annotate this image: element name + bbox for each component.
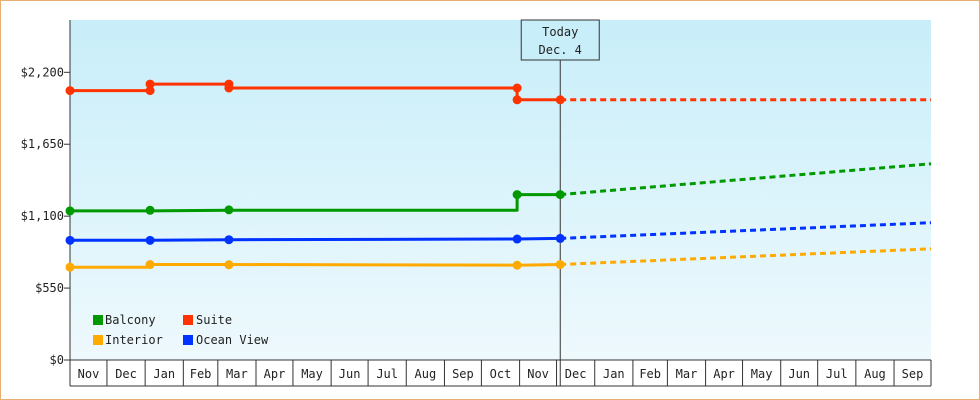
x-tick-label: Sep <box>452 367 474 381</box>
x-tick-label: Jul <box>376 367 398 381</box>
data-point-interior <box>65 262 75 272</box>
series-forecast-interior <box>560 247 932 266</box>
data-point-ocean-view <box>555 233 565 243</box>
x-tick-label: Apr <box>713 367 735 381</box>
data-point-suite <box>512 83 522 93</box>
legend-label-ocean-view: Ocean View <box>196 333 269 347</box>
series-forecast-ocean-view <box>560 221 932 240</box>
data-point-interior <box>224 260 234 270</box>
x-tick-label: Sep <box>902 367 924 381</box>
data-point-suite <box>512 95 522 105</box>
data-point-suite <box>145 86 155 96</box>
x-tick-label: Jun <box>788 367 810 381</box>
data-point-ocean-view <box>145 235 155 245</box>
legend: Balcony Suite Interior Ocean View <box>93 313 269 347</box>
y-tick-label: $1,650 <box>21 137 64 151</box>
data-point-balcony <box>555 190 565 200</box>
today-marker: Today Dec. 4 <box>520 19 600 386</box>
y-tick-label: $0 <box>50 353 64 367</box>
x-tick-label: Jul <box>826 367 848 381</box>
legend-label-interior: Interior <box>105 333 163 347</box>
x-tick-label: Apr <box>264 367 286 381</box>
today-title: Today <box>542 25 578 39</box>
data-point-balcony <box>145 205 155 215</box>
x-tick-label: Dec <box>115 367 137 381</box>
plot-background <box>70 20 931 360</box>
today-annotation-box <box>520 19 600 61</box>
x-tick-label: Mar <box>226 367 248 381</box>
x-tick-label: Jun <box>339 367 361 381</box>
today-date-label: Dec. 4 <box>539 43 582 57</box>
data-point-balcony <box>512 190 522 200</box>
data-point-balcony <box>65 206 75 216</box>
x-tick-label: Mar <box>676 367 698 381</box>
y-tick-label: $2,200 <box>21 65 64 79</box>
x-tick-label: Jan <box>153 367 175 381</box>
legend-swatch-balcony <box>93 315 103 325</box>
data-point-suite <box>555 95 565 105</box>
x-tick-label: Aug <box>864 367 886 381</box>
y-tick-label: $1,100 <box>21 209 64 223</box>
series-forecast-balcony <box>560 162 932 197</box>
data-point-suite <box>65 86 75 96</box>
legend-swatch-ocean-view <box>183 335 193 345</box>
y-tick-label: $550 <box>35 281 64 295</box>
x-tick-label: Oct <box>490 367 512 381</box>
legend-label-suite: Suite <box>196 313 232 327</box>
y-axis: $0 $550 $1,100 $1,650 $2,200 <box>21 20 71 386</box>
data-point-suite <box>224 83 234 93</box>
x-axis: Nov Dec Jan Feb Mar Apr May Jun Jul Aug Sep Oct Nov D… <box>69 359 932 387</box>
data-point-ocean-view <box>65 235 75 245</box>
data-point-balcony <box>224 205 234 215</box>
series-line-interior <box>70 263 561 269</box>
x-tick-label: May <box>751 367 773 381</box>
data-point-interior <box>145 260 155 270</box>
x-tick-label: Dec <box>565 367 587 381</box>
data-point-interior <box>555 260 565 270</box>
x-tick-label: May <box>301 367 323 381</box>
series-lines <box>65 79 932 272</box>
x-tick-label: Nov <box>527 367 549 381</box>
data-point-ocean-view <box>224 235 234 245</box>
data-point-ocean-view <box>512 234 522 244</box>
x-tick-label: Jan <box>603 367 625 381</box>
x-tick-label: Nov <box>78 367 100 381</box>
legend-label-balcony: Balcony <box>105 313 156 327</box>
x-tick-label: Feb <box>639 367 661 381</box>
legend-swatch-suite <box>183 315 193 325</box>
legend-swatch-interior <box>93 335 103 345</box>
data-point-suite <box>145 79 155 89</box>
x-tick-label: Aug <box>415 367 437 381</box>
data-point-interior <box>512 260 522 270</box>
series-line-balcony <box>70 193 561 213</box>
x-tick-label: Feb <box>190 367 212 381</box>
